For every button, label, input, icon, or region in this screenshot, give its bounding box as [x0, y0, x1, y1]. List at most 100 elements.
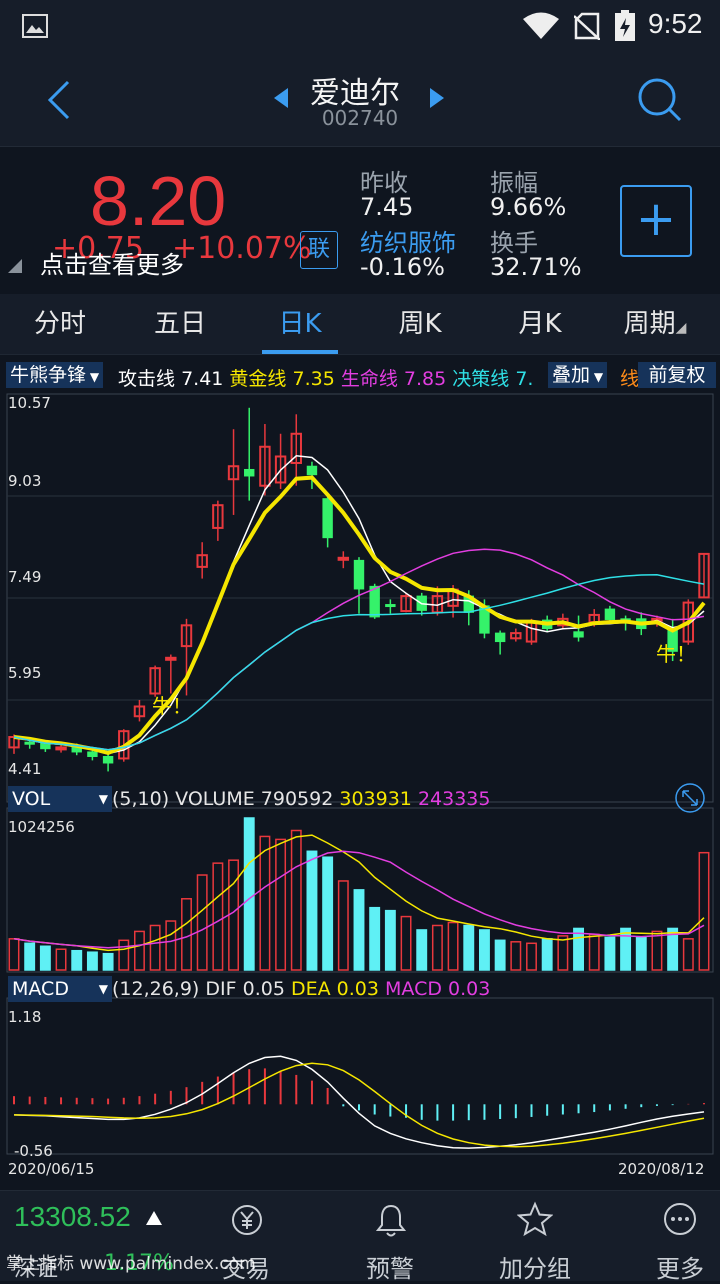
- macd-label: MACD: [385, 978, 442, 1000]
- date-start: 2020/06/15: [8, 1160, 95, 1178]
- life-line-value: 7.85: [403, 368, 447, 390]
- tab-daily-k[interactable]: 日K: [240, 294, 360, 354]
- turnover-value: 32.71%: [490, 253, 582, 281]
- candle-body: [102, 755, 114, 764]
- main-indicator-label: 牛熊争锋: [10, 364, 87, 386]
- stock-code: 002740: [321, 106, 399, 130]
- stock-name: 爱迪尔: [310, 76, 400, 111]
- overlay-select[interactable]: 叠加 ▼: [548, 362, 608, 388]
- tab-period[interactable]: 周期◢: [600, 294, 710, 354]
- nav-add-group[interactable]: 加分组: [485, 1191, 585, 1283]
- index-change: 1.17%: [104, 1251, 174, 1276]
- candle-body: [290, 432, 302, 464]
- candle-body: [24, 741, 35, 745]
- volume-bar: [337, 880, 349, 971]
- candle-body: [149, 667, 161, 695]
- volume-bar: [290, 829, 302, 971]
- volume-bar: [557, 935, 569, 971]
- dropdown-arrow-icon: ▼: [590, 370, 604, 384]
- candle-body: [274, 455, 287, 484]
- volume-bar: [118, 939, 130, 971]
- volume-bar: [55, 948, 67, 971]
- chart-area[interactable]: 牛熊争锋 ▼ 攻击线 7.41 黄金线 7.35 生命线 7.85 决策线 7.…: [0, 360, 720, 1180]
- volume-bar: [24, 942, 36, 971]
- y-tick-3: 7.49: [8, 568, 42, 586]
- tab-period-label: 周期: [623, 309, 676, 339]
- sector-label[interactable]: 纺织服饰: [360, 229, 456, 257]
- link-button[interactable]: 联: [300, 231, 338, 269]
- macd-value: 0.03: [448, 978, 491, 1000]
- overlay-label: 叠加: [552, 364, 591, 386]
- gold-line-label: 黄金线: [229, 368, 287, 390]
- last-price: 8.20: [90, 162, 227, 240]
- tab-monthly-k[interactable]: 月K: [518, 309, 562, 339]
- volume-bar: [667, 927, 679, 971]
- candle-body: [385, 604, 396, 608]
- volume-panel-frame: [6, 807, 714, 973]
- price-change: +0.75: [52, 231, 144, 266]
- star-icon: [517, 1201, 553, 1237]
- macd-indicator-select[interactable]: MACD ▼: [8, 976, 112, 1002]
- decision-line: [13, 574, 705, 751]
- main-indicator-select[interactable]: 牛熊争锋 ▼: [6, 362, 104, 388]
- add-watchlist-button[interactable]: +: [620, 185, 692, 257]
- volume-bar: [369, 906, 381, 971]
- nav-more[interactable]: 更多: [630, 1191, 720, 1283]
- adjust-button[interactable]: 前复权: [638, 362, 716, 388]
- volume-value: 790592: [260, 788, 334, 810]
- volume-bar: [604, 936, 616, 971]
- prev-stock-icon[interactable]: [274, 88, 290, 108]
- candle-body: [353, 559, 365, 590]
- volume-params: (5,10) VOLUME: [112, 788, 255, 810]
- volume-ma10-line: [13, 850, 705, 949]
- bell-icon: [375, 1204, 407, 1237]
- no-sim-icon: [574, 12, 600, 40]
- volume-bar: [479, 929, 490, 971]
- candle-body: [604, 608, 616, 620]
- volume-bar: [259, 835, 271, 971]
- next-stock-icon[interactable]: [428, 88, 444, 108]
- volume-bar: [39, 945, 51, 971]
- overlay-suffix: 线: [620, 368, 640, 390]
- tab-intraday[interactable]: 分时: [33, 309, 86, 339]
- volume-ma5-line: [13, 834, 705, 952]
- volume-bar: [228, 859, 240, 971]
- candle-body: [133, 705, 146, 718]
- dea-value: 0.03: [336, 978, 379, 1000]
- volume-bar: [541, 938, 553, 971]
- volume-bar: [573, 927, 584, 971]
- volume-bar: [463, 924, 475, 971]
- macd-y-min: -0.56: [14, 1142, 53, 1160]
- nav-trade-label: 交易: [222, 1255, 270, 1283]
- index-value[interactable]: 13308.52: [14, 1201, 131, 1232]
- view-more-tip[interactable]: 点击查看更多: [40, 251, 184, 279]
- volume-bar: [196, 874, 208, 971]
- volume-indicator-select[interactable]: VOL ▼: [8, 786, 112, 812]
- volume-bar: [510, 941, 522, 971]
- search-icon[interactable]: [636, 76, 682, 122]
- y-tick-bottom: 4.41: [8, 760, 42, 778]
- volume-bar: [698, 851, 710, 971]
- chart-grid: [6, 393, 714, 1155]
- nav-alert[interactable]: 预警: [340, 1191, 440, 1283]
- life-line-label: 生命线: [340, 368, 398, 390]
- volume-bar: [447, 921, 459, 971]
- tab-weekly-k[interactable]: 周K: [398, 309, 442, 339]
- candles: [8, 407, 710, 772]
- volume-bar: [431, 924, 443, 971]
- candle-body: [682, 601, 695, 643]
- quote-panel[interactable]: 8.20 +0.75 +10.07% 点击查看更多 联 昨收 7.45 振幅 9…: [0, 146, 720, 293]
- nav-trade[interactable]: 交易: [196, 1191, 296, 1283]
- attack-line-label: 攻击线: [118, 368, 176, 390]
- gold-line-value: 7.35: [292, 368, 335, 390]
- back-icon[interactable]: [40, 78, 76, 122]
- indicator-lines: [13, 455, 706, 756]
- volume-bar: [71, 949, 83, 971]
- candle-body: [196, 554, 208, 568]
- wifi-icon: [523, 12, 559, 39]
- sector-value: -0.16%: [360, 253, 445, 281]
- volume-bars: [8, 817, 710, 971]
- tab-five-day[interactable]: 五日: [153, 309, 206, 339]
- volume-bar: [134, 930, 145, 971]
- expand-icon[interactable]: [674, 782, 706, 814]
